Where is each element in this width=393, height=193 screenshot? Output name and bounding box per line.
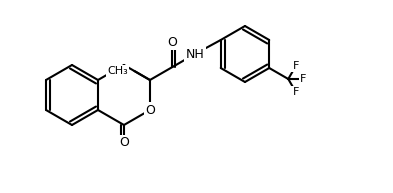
Text: F: F bbox=[293, 87, 299, 97]
Text: F: F bbox=[300, 74, 307, 84]
Text: F: F bbox=[293, 61, 299, 71]
Text: O: O bbox=[167, 36, 177, 48]
Text: CH₃: CH₃ bbox=[108, 66, 129, 76]
Text: O: O bbox=[119, 136, 129, 150]
Text: NH: NH bbox=[185, 47, 204, 60]
Text: O: O bbox=[145, 103, 155, 117]
